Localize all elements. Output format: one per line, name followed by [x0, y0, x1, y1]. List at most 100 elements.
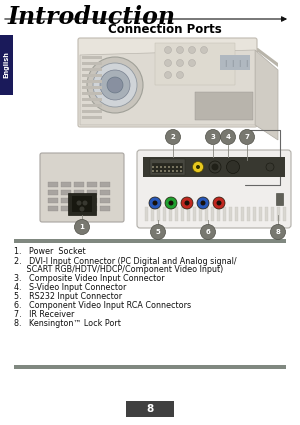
Circle shape: [164, 166, 166, 168]
Circle shape: [181, 197, 193, 209]
Text: 1.   Power  Socket: 1. Power Socket: [14, 247, 85, 256]
Circle shape: [226, 161, 239, 173]
Text: 7: 7: [244, 134, 249, 140]
Circle shape: [169, 201, 173, 206]
Circle shape: [164, 60, 172, 66]
Circle shape: [166, 130, 181, 144]
Bar: [235, 207, 238, 221]
Bar: [247, 207, 250, 221]
Bar: [199, 207, 202, 221]
Bar: [87, 190, 97, 195]
Text: |: |: [245, 60, 247, 66]
Bar: [271, 207, 274, 221]
Bar: [82, 68, 102, 71]
Text: 5.   RS232 Input Connector: 5. RS232 Input Connector: [14, 292, 122, 301]
Circle shape: [188, 60, 196, 66]
Text: 8: 8: [146, 404, 154, 414]
Circle shape: [168, 170, 170, 172]
Circle shape: [80, 207, 85, 212]
Circle shape: [152, 170, 154, 172]
Bar: [48, 182, 58, 187]
Circle shape: [184, 201, 190, 206]
Circle shape: [220, 130, 236, 144]
Bar: [82, 98, 102, 101]
Bar: [82, 104, 102, 107]
Bar: [175, 207, 178, 221]
Circle shape: [172, 170, 174, 172]
Bar: [211, 207, 214, 221]
Circle shape: [217, 201, 221, 206]
Bar: [74, 182, 84, 187]
Circle shape: [160, 170, 162, 172]
Circle shape: [107, 77, 123, 93]
Polygon shape: [255, 50, 278, 140]
Circle shape: [188, 46, 196, 54]
Bar: [82, 80, 102, 83]
Bar: [0, 35, 13, 95]
Circle shape: [200, 224, 215, 240]
Bar: [253, 207, 256, 221]
Text: Connection Ports: Connection Ports: [108, 23, 222, 36]
Circle shape: [193, 162, 203, 173]
Circle shape: [176, 46, 184, 54]
Circle shape: [156, 166, 158, 168]
FancyBboxPatch shape: [40, 153, 124, 222]
Bar: [82, 74, 102, 77]
Bar: [193, 207, 196, 221]
Bar: [48, 206, 58, 211]
Bar: [61, 198, 71, 203]
Bar: [68, 193, 96, 215]
Circle shape: [266, 163, 274, 171]
Circle shape: [180, 170, 182, 172]
Circle shape: [180, 166, 182, 168]
Bar: [82, 56, 102, 59]
Bar: [157, 207, 160, 221]
Circle shape: [239, 130, 254, 144]
Bar: [74, 206, 84, 211]
Bar: [145, 207, 148, 221]
Bar: [143, 157, 285, 177]
Text: 3.   Composite Video Input Connector: 3. Composite Video Input Connector: [14, 274, 165, 283]
Text: 6: 6: [206, 229, 210, 235]
Bar: [277, 207, 280, 221]
Bar: [259, 207, 262, 221]
Bar: [150, 159, 185, 175]
Bar: [48, 190, 58, 195]
Bar: [181, 207, 184, 221]
Circle shape: [271, 224, 286, 240]
Text: |: |: [238, 60, 240, 66]
FancyBboxPatch shape: [137, 150, 291, 228]
Circle shape: [149, 197, 161, 209]
Circle shape: [164, 170, 166, 172]
Circle shape: [176, 170, 178, 172]
Bar: [155, 43, 235, 85]
Bar: [100, 182, 110, 187]
Circle shape: [156, 170, 158, 172]
Bar: [169, 207, 172, 221]
Circle shape: [168, 166, 170, 168]
Text: 6.   Component Video Input RCA Connectors: 6. Component Video Input RCA Connectors: [14, 301, 191, 310]
Bar: [82, 92, 102, 95]
Text: SCART RGB/HDTV/HDCP/Component Video Input): SCART RGB/HDTV/HDCP/Component Video Inpu…: [14, 265, 223, 274]
Circle shape: [74, 219, 89, 235]
Circle shape: [196, 165, 200, 169]
Bar: [276, 193, 283, 205]
Circle shape: [209, 161, 221, 173]
Text: 2: 2: [171, 134, 176, 140]
Bar: [74, 198, 84, 203]
Circle shape: [100, 70, 130, 100]
Text: 4.   S-Video Input Connector: 4. S-Video Input Connector: [14, 283, 126, 292]
Circle shape: [152, 201, 158, 206]
Circle shape: [200, 201, 206, 206]
Circle shape: [206, 130, 220, 144]
Text: Introduction: Introduction: [8, 5, 176, 29]
Bar: [61, 190, 71, 195]
Text: 8: 8: [276, 229, 280, 235]
Circle shape: [82, 201, 88, 206]
Circle shape: [212, 164, 218, 170]
Bar: [126, 401, 174, 417]
Circle shape: [93, 63, 137, 107]
Circle shape: [152, 166, 154, 168]
Circle shape: [87, 57, 143, 113]
Bar: [82, 86, 102, 89]
